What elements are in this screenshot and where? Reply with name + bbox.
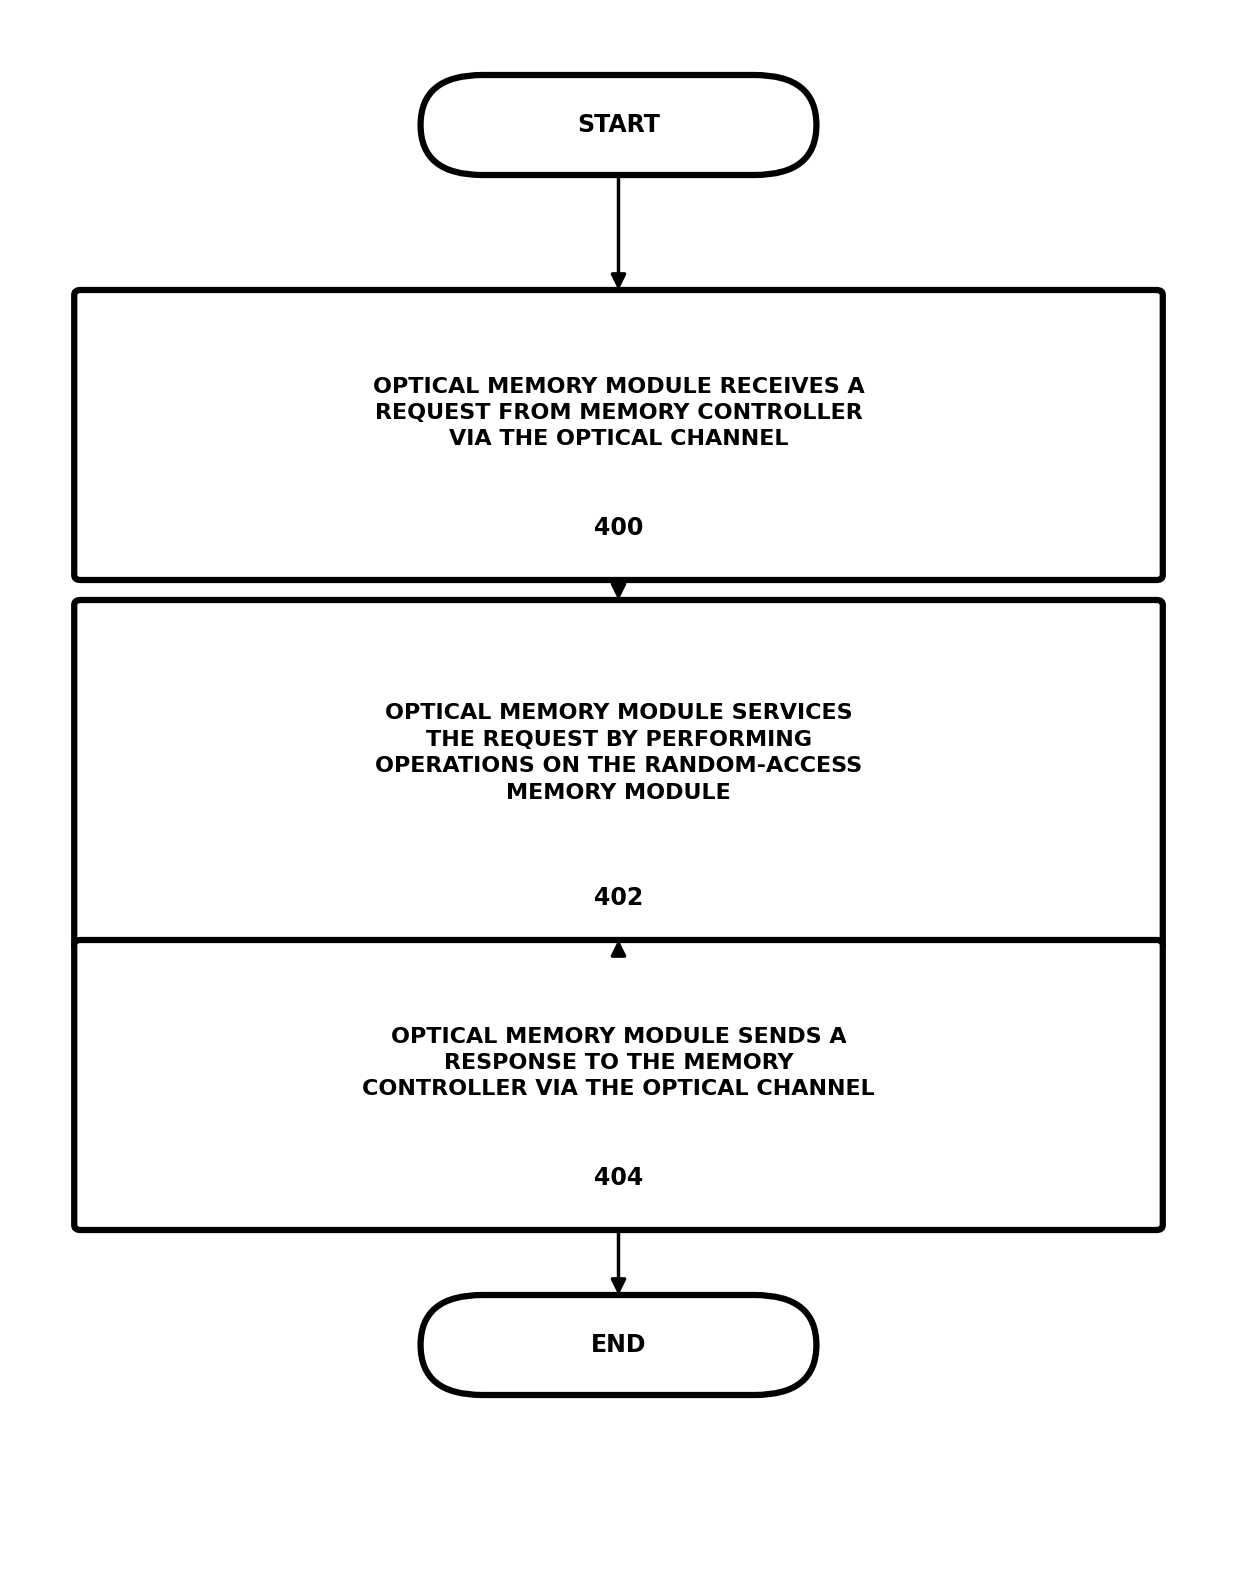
FancyBboxPatch shape [74, 600, 1163, 950]
FancyBboxPatch shape [421, 1295, 816, 1395]
Text: END: END [591, 1332, 646, 1358]
FancyBboxPatch shape [74, 940, 1163, 1230]
Text: OPTICAL MEMORY MODULE SERVICES
THE REQUEST BY PERFORMING
OPERATIONS ON THE RANDO: OPTICAL MEMORY MODULE SERVICES THE REQUE… [375, 704, 862, 803]
Text: OPTICAL MEMORY MODULE SENDS A
RESPONSE TO THE MEMORY
CONTROLLER VIA THE OPTICAL : OPTICAL MEMORY MODULE SENDS A RESPONSE T… [362, 1027, 875, 1099]
Text: START: START [578, 113, 659, 137]
FancyBboxPatch shape [74, 290, 1163, 580]
Text: 400: 400 [594, 517, 643, 540]
Text: OPTICAL MEMORY MODULE RECEIVES A
REQUEST FROM MEMORY CONTROLLER
VIA THE OPTICAL : OPTICAL MEMORY MODULE RECEIVES A REQUEST… [372, 376, 865, 449]
Text: 402: 402 [594, 887, 643, 910]
Text: 404: 404 [594, 1166, 643, 1191]
FancyBboxPatch shape [421, 76, 816, 175]
